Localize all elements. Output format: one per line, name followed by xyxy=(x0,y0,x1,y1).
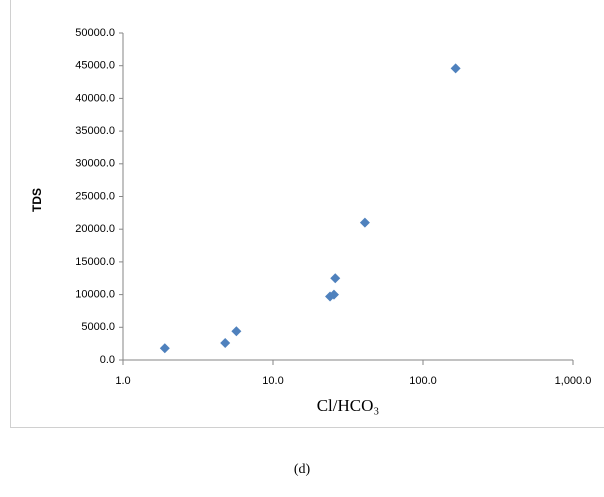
y-tick-label: 5000.0 xyxy=(81,321,115,333)
point xyxy=(450,63,461,74)
y-tick-label: 0.0 xyxy=(100,354,115,366)
y-tick-label: 10000.0 xyxy=(75,289,115,301)
point xyxy=(220,337,231,348)
caption: (d) xyxy=(294,462,311,477)
y-tick-label: 35000.0 xyxy=(75,125,115,137)
y-tick-label: 20000.0 xyxy=(75,223,115,235)
point xyxy=(159,343,170,354)
y-tick-label: 45000.0 xyxy=(75,60,115,72)
y-tick-label: 40000.0 xyxy=(75,92,115,104)
point xyxy=(328,289,339,300)
point xyxy=(359,217,370,228)
x-tick-label: 1,000.0 xyxy=(555,375,592,387)
y-axis-label: TDS xyxy=(30,188,44,212)
point xyxy=(330,273,341,284)
y-tick-label: 15000.0 xyxy=(75,256,115,268)
point xyxy=(231,326,242,337)
y-tick-label: 25000.0 xyxy=(75,190,115,202)
x-tick-label: 100.0 xyxy=(409,375,437,387)
chart-frame xyxy=(10,0,604,428)
y-tick-label: 30000.0 xyxy=(75,158,115,170)
x-tick-label: 1.0 xyxy=(115,375,130,387)
x-tick-label: 10.0 xyxy=(262,375,283,387)
y-tick-label: 50000.0 xyxy=(75,27,115,39)
x-axis-label: Cl/HCO₃ xyxy=(317,396,380,415)
